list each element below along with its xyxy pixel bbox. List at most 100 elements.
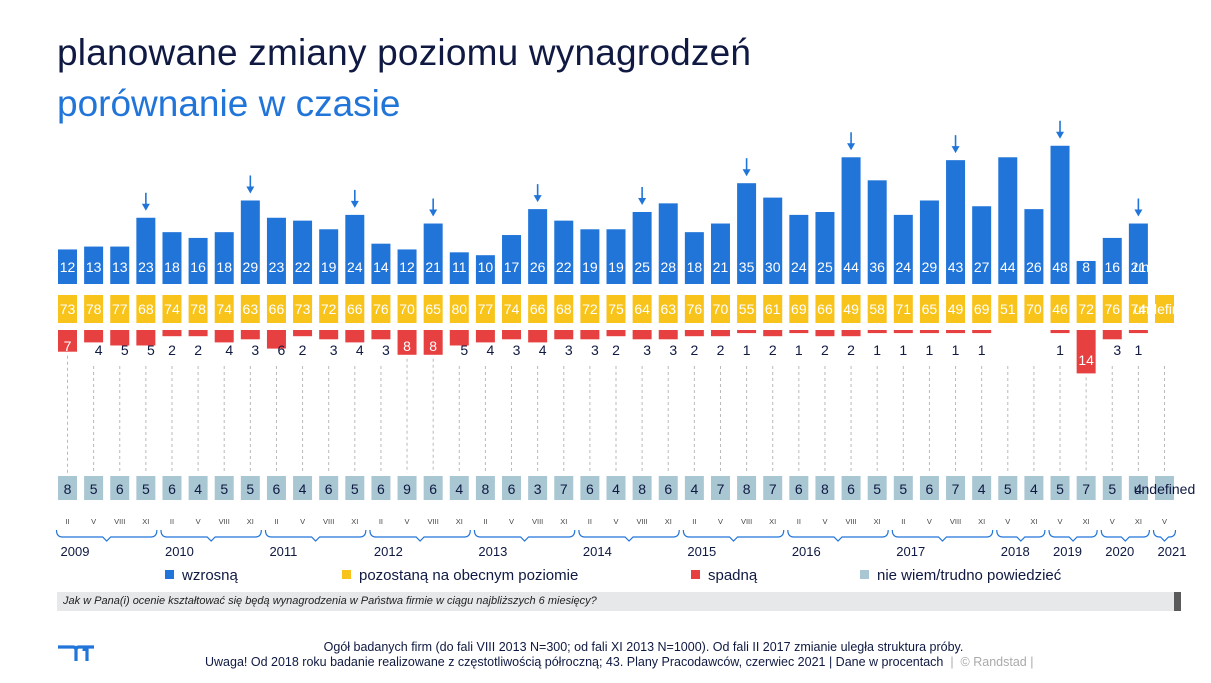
bar-dontknow-label: 4 [612, 481, 620, 497]
bar-increase [266, 217, 286, 284]
year-bracket [264, 529, 367, 542]
bar-same [789, 295, 809, 323]
bar-decrease [475, 330, 495, 343]
bar-decrease [658, 330, 678, 340]
bar-increase [867, 180, 887, 284]
bar-same-label: 66 [269, 301, 285, 317]
bar-increase-label: 22 [556, 259, 572, 275]
bar-dontknow-label: 8 [638, 481, 646, 497]
bar-decrease [893, 330, 913, 334]
bar-increase [632, 212, 652, 284]
bar-dontknow-label: 5 [220, 481, 228, 497]
year-bracket [996, 529, 1046, 542]
bar-same-label: 70 [399, 301, 415, 317]
bar-increase-label: 19 [321, 259, 337, 275]
wave-label: V [1110, 517, 1115, 526]
bar-increase [710, 223, 730, 284]
bar-same [684, 295, 704, 323]
bar-same [371, 295, 391, 323]
bar-same [1128, 295, 1148, 323]
bar-increase-label: 18 [164, 259, 180, 275]
bar-decrease [972, 330, 992, 334]
bar-decrease [1050, 330, 1070, 334]
bar-same-label: 76 [1104, 301, 1120, 317]
bar-increase [946, 160, 966, 284]
wave-label: V [196, 517, 201, 526]
year-bracket [55, 529, 158, 542]
year-label: 2013 [478, 544, 507, 559]
bar-increase-label: 48 [1052, 259, 1068, 275]
year-bracket [160, 529, 262, 542]
bar-same [502, 295, 522, 323]
bar-dontknow [580, 476, 600, 500]
wave-label: XI [456, 517, 463, 526]
bar-increase-label: 17 [504, 259, 520, 275]
bar-same-label: 66 [347, 301, 363, 317]
legend-item-increase: wzrosną [165, 567, 238, 584]
arrow-marker-head [847, 143, 856, 151]
bar-increase-label: 19 [608, 259, 624, 275]
bar-decrease-label: 3 [1113, 342, 1121, 358]
bar-increase [475, 255, 495, 284]
bar-dontknow [919, 476, 939, 500]
bar-same-label: 73 [295, 301, 311, 317]
bar-same [554, 295, 574, 323]
legend-label-increase: wzrosną [182, 567, 238, 584]
bar-increase-label: 35 [739, 259, 755, 275]
bar-decrease-label: 4 [356, 342, 364, 358]
legend-label-decrease: spadną [708, 567, 758, 584]
bar-increase [815, 212, 835, 284]
bar-same-label: 66 [817, 301, 833, 317]
bar-decrease [867, 330, 887, 334]
bar-decrease [397, 330, 417, 355]
bar-increase-label: 25 [817, 259, 833, 275]
bar-decrease [371, 330, 391, 340]
bar-dontknow [867, 476, 887, 500]
year-label: 2018 [1001, 544, 1030, 559]
arrow-marker-head [350, 200, 359, 208]
bar-dontknow-label: 7 [560, 481, 568, 497]
bar-dontknow [684, 476, 704, 500]
bar-increase [763, 197, 783, 284]
bar-increase [893, 214, 913, 284]
bar-increase [737, 183, 757, 284]
bar-decrease-label: 1 [873, 342, 881, 358]
arrow-marker-head [141, 203, 150, 211]
bar-decrease-label: 1 [795, 342, 803, 358]
bar-increase-label: 10 [478, 259, 494, 275]
year-bracket [473, 529, 576, 542]
bar-decrease-label: 2 [821, 342, 829, 358]
bar-same-label: 46 [1052, 301, 1068, 317]
bar-same [1076, 295, 1096, 323]
bar-dontknow [449, 476, 469, 500]
bar-decrease [710, 330, 730, 337]
bar-decrease-label: 1 [952, 342, 960, 358]
bar-increase [136, 217, 156, 284]
bar-decrease [240, 330, 260, 340]
bar-same [84, 295, 104, 323]
footnote-sample: Ogół badanych firm (do fali VIII 2013 N=… [323, 640, 964, 654]
bar-same [397, 295, 417, 323]
bar-same [110, 295, 130, 323]
bar-dontknow-label: 5 [1108, 481, 1116, 497]
bar-increase [580, 229, 600, 284]
bar-same [841, 295, 861, 323]
bar-increase-label: 23 [269, 259, 285, 275]
bar-increase-label: 29 [922, 259, 938, 275]
wave-label: V [405, 517, 410, 526]
bar-same [737, 295, 757, 323]
bar-increase [606, 229, 626, 284]
bar-dontknow [397, 476, 417, 500]
bar-increase-label: 21 [425, 259, 441, 275]
bar-increase [502, 235, 522, 284]
bar-increase-label: 24 [347, 259, 363, 275]
wave-label: V [718, 517, 723, 526]
bar-same [1102, 295, 1122, 323]
bar-same [580, 295, 600, 323]
bar-decrease-label: 8 [429, 338, 437, 354]
bar-decrease-label: 2 [690, 342, 698, 358]
wave-label: VIII [950, 517, 961, 526]
bar-same [815, 295, 835, 323]
bar-decrease [214, 330, 234, 343]
bar-same [188, 295, 208, 323]
